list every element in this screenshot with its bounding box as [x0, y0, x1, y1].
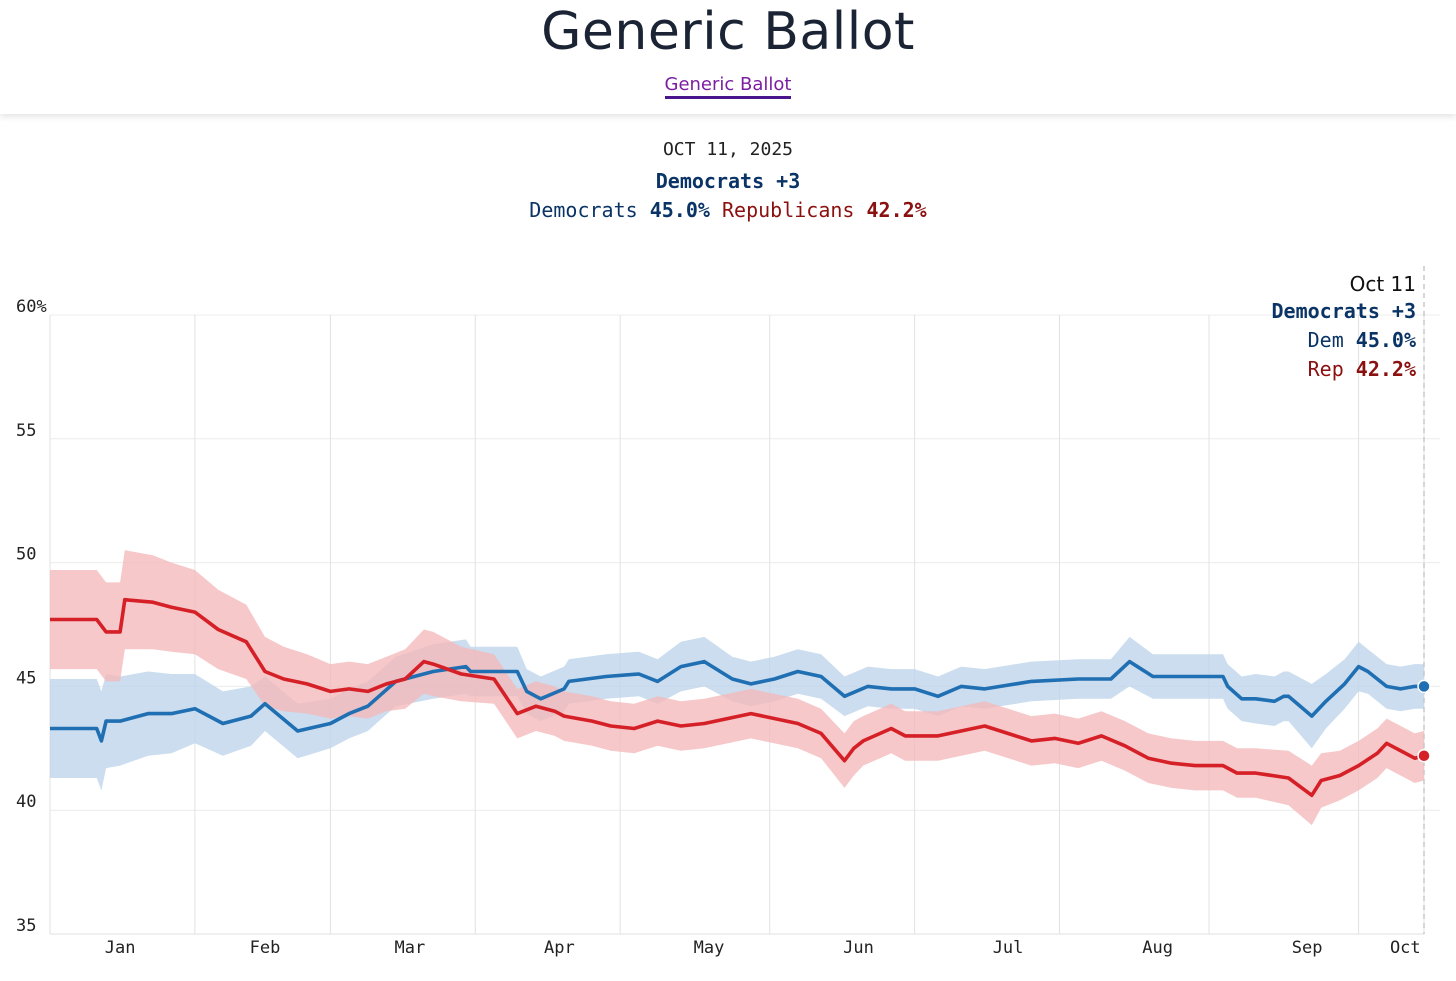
democrats-endpoint-dot[interactable] — [1417, 679, 1431, 694]
y-tick-label: 50 — [16, 545, 36, 565]
x-tick-label-may: May — [694, 938, 725, 958]
summary-dem-value: 45.0% — [649, 198, 710, 222]
summary-rep-label: Republicans — [721, 198, 855, 222]
x-tick-label-jan: Jan — [105, 938, 136, 958]
y-tick-label: 40 — [16, 792, 36, 812]
tooltip-rep: Rep 42.2% — [1308, 357, 1416, 381]
x-tick-label-mar: Mar — [394, 938, 425, 958]
x-tick-label-jul: Jul — [993, 938, 1024, 958]
x-tick-label-oct: Oct — [1390, 938, 1421, 958]
y-tick-label: 60% — [16, 297, 47, 317]
page-title: Generic Ballot — [541, 2, 915, 62]
y-tick-label: 45 — [16, 668, 36, 688]
tooltip-date: Oct 11 — [1349, 272, 1416, 296]
x-tick-label-aug: Aug — [1142, 938, 1173, 958]
y-tick-label: 35 — [16, 916, 36, 936]
tooltip-lead: Democrats +3 — [1271, 299, 1417, 323]
tooltip-rep-label: Rep — [1307, 357, 1344, 381]
subnav: Generic Ballot — [0, 74, 1456, 99]
tooltip-dem-label: Dem — [1307, 328, 1344, 352]
summary-rep-value: 42.2% — [866, 198, 927, 222]
x-tick-label-feb: Feb — [250, 938, 281, 958]
x-tick-label-jun: Jun — [843, 938, 874, 958]
x-tick-label-apr: Apr — [544, 938, 575, 958]
republicans-line — [50, 597, 1425, 798]
summary-lead: Democrats +3 — [655, 169, 801, 193]
republicans-endpoint-dot[interactable] — [1417, 748, 1431, 763]
summary-date: OCT 11, 2025 — [662, 139, 794, 160]
summary-dem-label: Democrats — [529, 198, 638, 222]
republicans-uncertainty-band — [50, 550, 1424, 826]
tooltip-rep-value: 42.2% — [1355, 357, 1416, 381]
summary-values: Democrats 45.0% Republicans 42.2% — [0, 198, 1456, 222]
tooltip-dem: Dem 45.0% — [1308, 328, 1416, 352]
y-tick-label: 55 — [16, 421, 36, 441]
page-header: Generic Ballot Generic Ballot — [0, 0, 1456, 114]
x-tick-label-sep: Sep — [1292, 938, 1323, 958]
generic-ballot-link[interactable]: Generic Ballot — [664, 74, 792, 99]
tooltip-dem-value: 45.0% — [1355, 328, 1416, 352]
democrats-line — [50, 659, 1424, 743]
